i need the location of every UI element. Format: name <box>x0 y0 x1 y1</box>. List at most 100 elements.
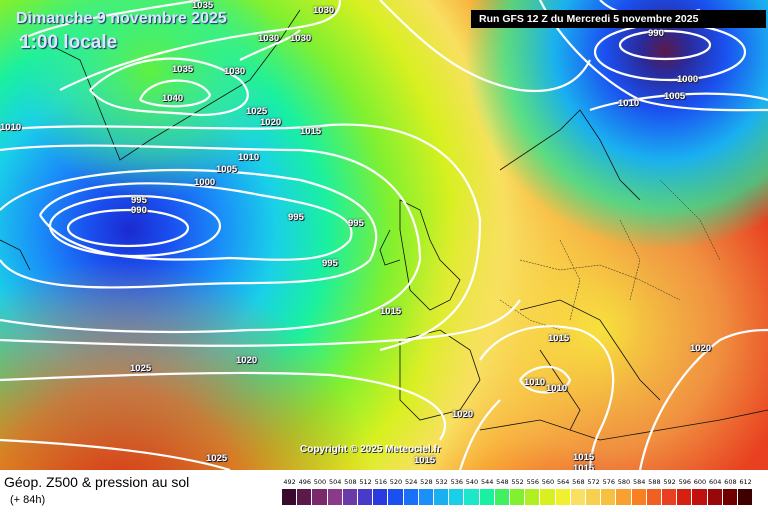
scale-swatch <box>434 489 449 505</box>
isobar-label: 1025 <box>130 363 152 374</box>
scale-tick-label: 584 <box>632 478 646 486</box>
isobar-label: 1020 <box>236 355 258 366</box>
scale-swatch <box>342 489 357 505</box>
scale-tick-label: 564 <box>556 478 570 486</box>
isobar-label: 1005 <box>664 91 686 102</box>
isobar-label: 1020 <box>260 117 282 128</box>
scale-tick-label: 512 <box>359 478 372 486</box>
isobar-label: 1000 <box>677 74 699 85</box>
pressure-field <box>0 0 768 470</box>
isobar-label: 990 <box>648 28 664 39</box>
scale-tick-label: 532 <box>435 478 448 486</box>
isobar-label: 1015 <box>380 306 402 317</box>
scale-tick-label: 560 <box>541 478 555 486</box>
forecast-date: Dimanche 9 novembre 2025 <box>16 10 227 27</box>
scale-swatch <box>540 489 555 505</box>
scale-swatch <box>494 489 509 505</box>
scale-swatch <box>449 489 464 505</box>
scale-tick-label: 588 <box>648 478 661 486</box>
scale-tick-label: 592 <box>663 478 676 486</box>
scale-tick-label: 548 <box>496 478 509 486</box>
isobar-label: 1020 <box>452 409 474 420</box>
scale-tick-label: 536 <box>450 478 464 486</box>
isobar-label: 1015 <box>573 463 595 470</box>
isobar-label: 995 <box>322 258 338 269</box>
isobar-label: 1010 <box>618 98 640 109</box>
scale-swatch <box>707 489 722 505</box>
scale-tick-label: 540 <box>465 478 479 486</box>
scale-tick-label: 504 <box>328 478 342 486</box>
isobar-label: 1000 <box>194 177 216 188</box>
legend-subtitle: (+ 84h) <box>10 494 46 506</box>
scale-swatch <box>418 489 433 505</box>
scale-tick-label: 544 <box>480 478 494 486</box>
forecast-local-time: 1:00 locale <box>20 32 118 53</box>
isobar-label: 1030 <box>258 33 280 44</box>
scale-swatch <box>464 489 479 505</box>
scale-tick-label: 528 <box>420 478 433 486</box>
scale-swatch <box>677 489 692 505</box>
scale-tick-label: 520 <box>389 478 403 486</box>
scale-swatch <box>586 489 601 505</box>
scale-swatch <box>616 489 631 505</box>
scale-swatch <box>358 489 373 505</box>
scale-tick-label: 500 <box>313 478 327 486</box>
run-info: Run GFS 12 Z du Mercredi 5 novembre 2025 <box>471 10 766 28</box>
scale-swatch <box>479 489 494 505</box>
color-scale: 492 496 500 504 508 512 516 520 524 528 532 536 540 5… <box>282 478 753 512</box>
scale-swatch <box>722 489 737 505</box>
isobar-label: 1010 <box>524 377 546 388</box>
scale-swatch <box>510 489 525 505</box>
scale-swatch <box>282 489 297 505</box>
scale-tick-label: 580 <box>617 478 631 486</box>
isobar-label: 1015 <box>548 333 570 344</box>
scale-swatch <box>403 489 418 505</box>
scale-swatch <box>525 489 540 505</box>
scale-swatch <box>601 489 616 505</box>
scale-swatch <box>738 489 753 505</box>
scale-swatch <box>555 489 570 505</box>
isobar-label: 1020 <box>690 343 712 354</box>
scale-swatch <box>373 489 388 505</box>
scale-tick-label: 492 <box>283 478 296 486</box>
isobar-label: 995 <box>288 212 304 223</box>
isobar-label: 1005 <box>216 164 238 175</box>
legend-title: Géop. Z500 & pression au sol <box>4 474 190 490</box>
scale-tick-label: 552 <box>511 478 524 486</box>
scale-tick-label: 576 <box>602 478 616 486</box>
scale-tick-label: 604 <box>708 478 722 486</box>
isobars <box>0 0 768 470</box>
scale-tick-label: 556 <box>526 478 540 486</box>
isobar-label: 1035 <box>172 64 194 75</box>
scale-swatch <box>297 489 312 505</box>
isobar-label: 1030 <box>224 66 246 77</box>
scale-tick-label: 612 <box>739 478 752 486</box>
scale-swatch <box>646 489 661 505</box>
isobar-label: 1015 <box>414 455 436 466</box>
weather-map: Dimanche 9 novembre 2025 1:00 locale Run… <box>0 0 768 470</box>
coastlines <box>0 9 768 441</box>
scale-tick-label: 516 <box>374 478 388 486</box>
isobar-label: 1010 <box>238 152 260 163</box>
scale-tick-label: 572 <box>587 478 600 486</box>
isobar-label: 1025 <box>246 106 268 117</box>
scale-swatch <box>662 489 677 505</box>
scale-swatch <box>570 489 585 505</box>
isobar-label: 995 <box>348 218 364 229</box>
isobar-label: 1030 <box>313 5 335 16</box>
isobar-label: 990 <box>131 205 147 216</box>
scale-tick-label: 596 <box>678 478 692 486</box>
scale-swatch <box>327 489 342 505</box>
isobar-label: 1015 <box>300 126 322 137</box>
isobar-label: 1025 <box>206 453 228 464</box>
isobar-label: 1030 <box>290 33 312 44</box>
isobar-label: 1040 <box>162 93 184 104</box>
scale-swatch <box>631 489 646 505</box>
copyright: Copyright © 2025 Meteociel.fr <box>300 444 441 455</box>
scale-tick-label: 608 <box>724 478 737 486</box>
legend-bar: Géop. Z500 & pression au sol (+ 84h) 492… <box>0 470 768 512</box>
isobar-label: 1035 <box>192 0 214 11</box>
scale-tick-label: 600 <box>693 478 707 486</box>
isobar-label: 995 <box>131 195 147 206</box>
isobar-label: 1015 <box>573 452 595 463</box>
